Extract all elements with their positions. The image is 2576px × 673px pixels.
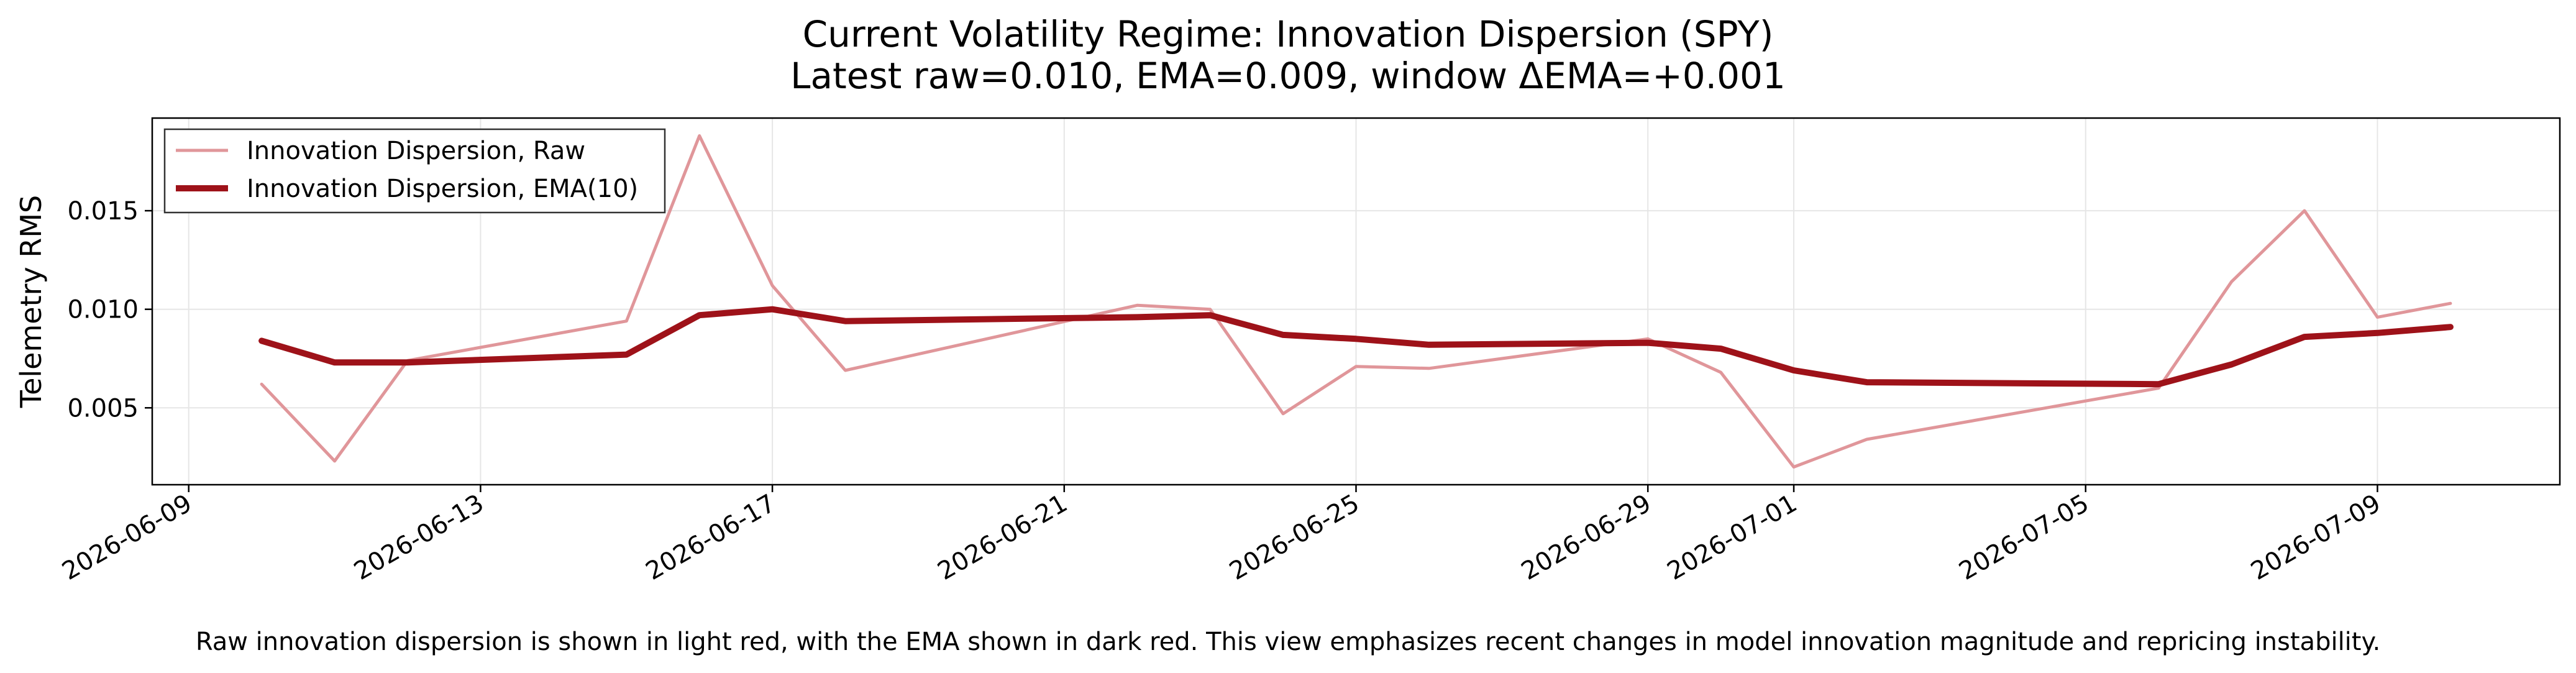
- legend-label-ema: Innovation Dispersion, EMA(10): [247, 175, 638, 203]
- chart-subtitle: Latest raw=0.010, EMA=0.009, window ΔEMA…: [790, 55, 1786, 97]
- x-tick-label: 2026-06-09: [57, 489, 196, 586]
- series-line-raw: [260, 134, 2452, 469]
- legend-label-raw: Innovation Dispersion, Raw: [247, 137, 585, 165]
- series-lines: [258, 134, 2454, 469]
- x-tick-label: 2026-06-25: [1225, 489, 1364, 586]
- y-axis-label: Telemetry RMS: [14, 195, 48, 408]
- chart-title: Current Volatility Regime: Innovation Di…: [803, 13, 1774, 55]
- series-line-ema: [258, 306, 2454, 388]
- y-tick-label: 0.015: [67, 197, 139, 226]
- x-tick-label: 2026-06-21: [933, 489, 1072, 586]
- x-axis-ticks: 2026-06-09 2026-06-13 2026-06-17 2026-06-21…: [57, 485, 2385, 586]
- plot-area-frame: [151, 117, 2561, 486]
- chart-caption: Raw innovation dispersion is shown in li…: [196, 628, 2380, 656]
- legend: Innovation Dispersion, Raw Innovation Di…: [163, 128, 666, 214]
- y-tick-label: 0.005: [67, 394, 139, 423]
- x-tick-label: 2026-07-01: [1663, 489, 1802, 586]
- x-tick-label: 2026-06-29: [1517, 489, 1656, 586]
- legend-box: [163, 128, 666, 214]
- x-tick-label: 2026-07-05: [1954, 489, 2093, 586]
- x-tick-label: 2026-06-13: [349, 489, 488, 586]
- x-tick-label: 2026-06-17: [641, 489, 780, 586]
- y-axis-ticks: 0.005 0.010 0.015: [67, 197, 152, 423]
- y-tick-label: 0.010: [67, 296, 139, 324]
- x-tick-label: 2026-07-09: [2246, 489, 2385, 586]
